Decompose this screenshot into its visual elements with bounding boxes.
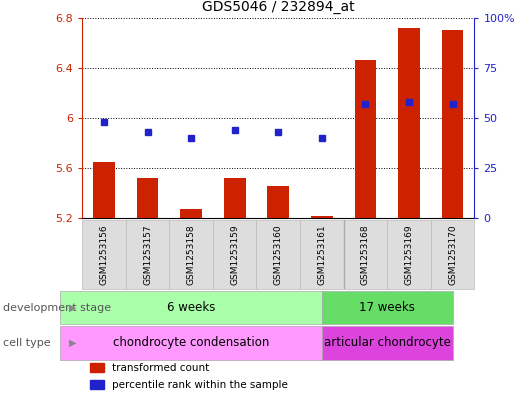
Text: GSM1253158: GSM1253158 (187, 224, 196, 285)
Text: GSM1253161: GSM1253161 (317, 224, 326, 285)
Bar (213, 220, 257, 289)
Text: ▶: ▶ (69, 338, 76, 348)
Bar (137, 178, 158, 218)
Bar (60, 326, 322, 360)
Text: development stage: development stage (3, 303, 111, 312)
Bar (431, 220, 474, 289)
Bar (398, 28, 420, 218)
Text: GSM1253160: GSM1253160 (274, 224, 282, 285)
Text: chondrocyte condensation: chondrocyte condensation (113, 336, 269, 349)
Bar (257, 220, 300, 289)
Text: GSM1253159: GSM1253159 (230, 224, 239, 285)
Text: GSM1253156: GSM1253156 (100, 224, 109, 285)
Bar (387, 220, 431, 289)
Bar (322, 326, 453, 360)
Text: 17 weeks: 17 weeks (359, 301, 415, 314)
Bar (169, 220, 213, 289)
Bar (224, 178, 245, 218)
Bar (60, 291, 322, 324)
Text: GSM1253168: GSM1253168 (361, 224, 370, 285)
Bar (355, 60, 376, 218)
Title: GDS5046 / 232894_at: GDS5046 / 232894_at (202, 0, 355, 14)
Bar (322, 291, 453, 324)
Bar (126, 220, 169, 289)
Bar (180, 209, 202, 218)
Bar (93, 162, 115, 218)
Text: transformed count: transformed count (112, 363, 209, 373)
Text: GSM1253157: GSM1253157 (143, 224, 152, 285)
Bar (267, 185, 289, 218)
Text: GSM1253169: GSM1253169 (404, 224, 413, 285)
Bar (90, 380, 104, 389)
Bar (343, 220, 387, 289)
Bar (300, 220, 343, 289)
Bar (90, 363, 104, 372)
Text: percentile rank within the sample: percentile rank within the sample (112, 380, 287, 389)
Text: GSM1253170: GSM1253170 (448, 224, 457, 285)
Bar (82, 220, 126, 289)
Text: articular chondrocyte: articular chondrocyte (324, 336, 450, 349)
Bar (441, 30, 463, 218)
Bar (311, 216, 333, 218)
Text: 6 weeks: 6 weeks (167, 301, 215, 314)
Text: cell type: cell type (3, 338, 50, 348)
Text: ▶: ▶ (69, 303, 76, 312)
